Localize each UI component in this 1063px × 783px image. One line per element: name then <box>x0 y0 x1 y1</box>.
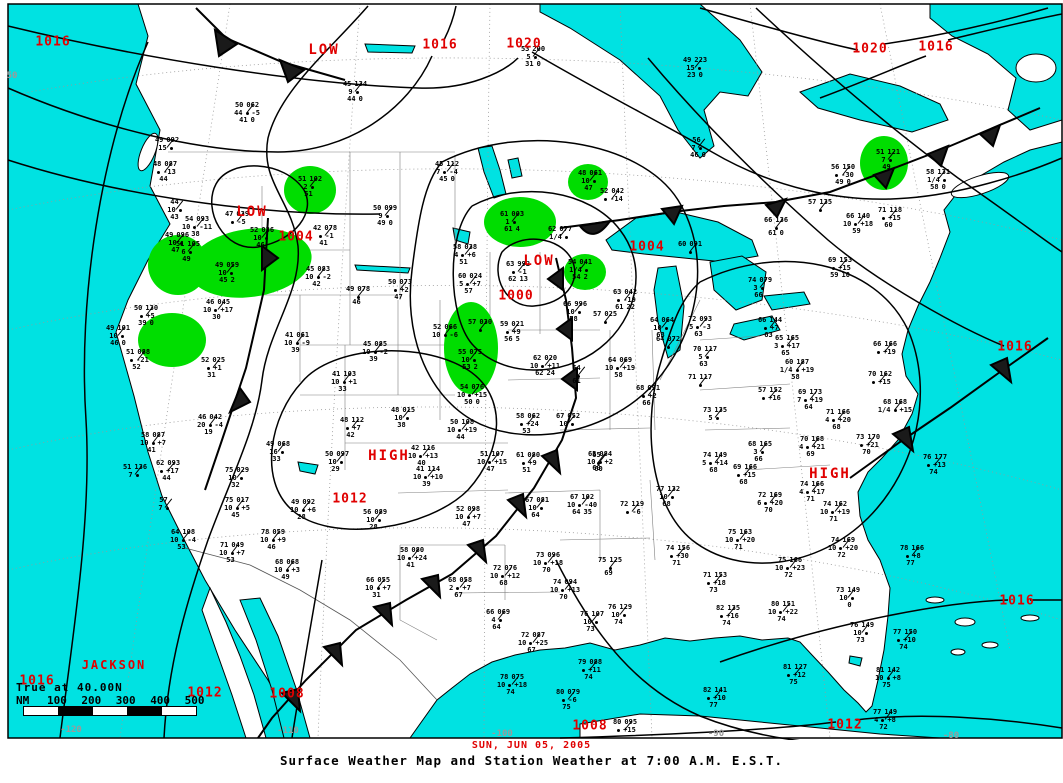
scale-bar-segment <box>92 707 128 715</box>
map-graphic <box>7 3 1063 740</box>
scale-tick-label: 100 <box>47 694 67 707</box>
scale-tick-label: 400 <box>150 694 171 707</box>
scale-bar-segment <box>24 707 59 715</box>
isobar-lines <box>7 5 1063 740</box>
scale-tick-label: 500 <box>184 694 205 707</box>
weather-fronts <box>195 7 1049 739</box>
scale-bar-segment <box>161 707 196 715</box>
scale-tick-labels: NM 100 200 300 400 500 <box>16 694 216 707</box>
map-border <box>7 3 1063 739</box>
water-bodies <box>7 3 1063 739</box>
scale-bar-segment <box>58 707 93 715</box>
scale-units-label: NM <box>16 694 30 707</box>
scale-true-at-label: True at 40.00N <box>16 681 123 694</box>
map-title: Surface Weather Map and Station Weather … <box>279 753 783 768</box>
scale-tick-label: 300 <box>115 694 136 707</box>
scale-bar <box>23 706 197 716</box>
scale-tick-label: 200 <box>81 694 102 707</box>
map-scale: True at 40.00N NM 100 200 300 400 500 <box>16 681 216 716</box>
map-date: SUN, JUN 05, 2005 <box>471 740 592 751</box>
map-caption: SUN, JUN 05, 2005 Surface Weather Map an… <box>0 740 1063 768</box>
scale-bar-segment <box>127 707 162 715</box>
surface-weather-map: 50 062 44 -5 41 0 49 092 15 48 087 -13 44 44 10 43 54 093… <box>7 3 1063 740</box>
